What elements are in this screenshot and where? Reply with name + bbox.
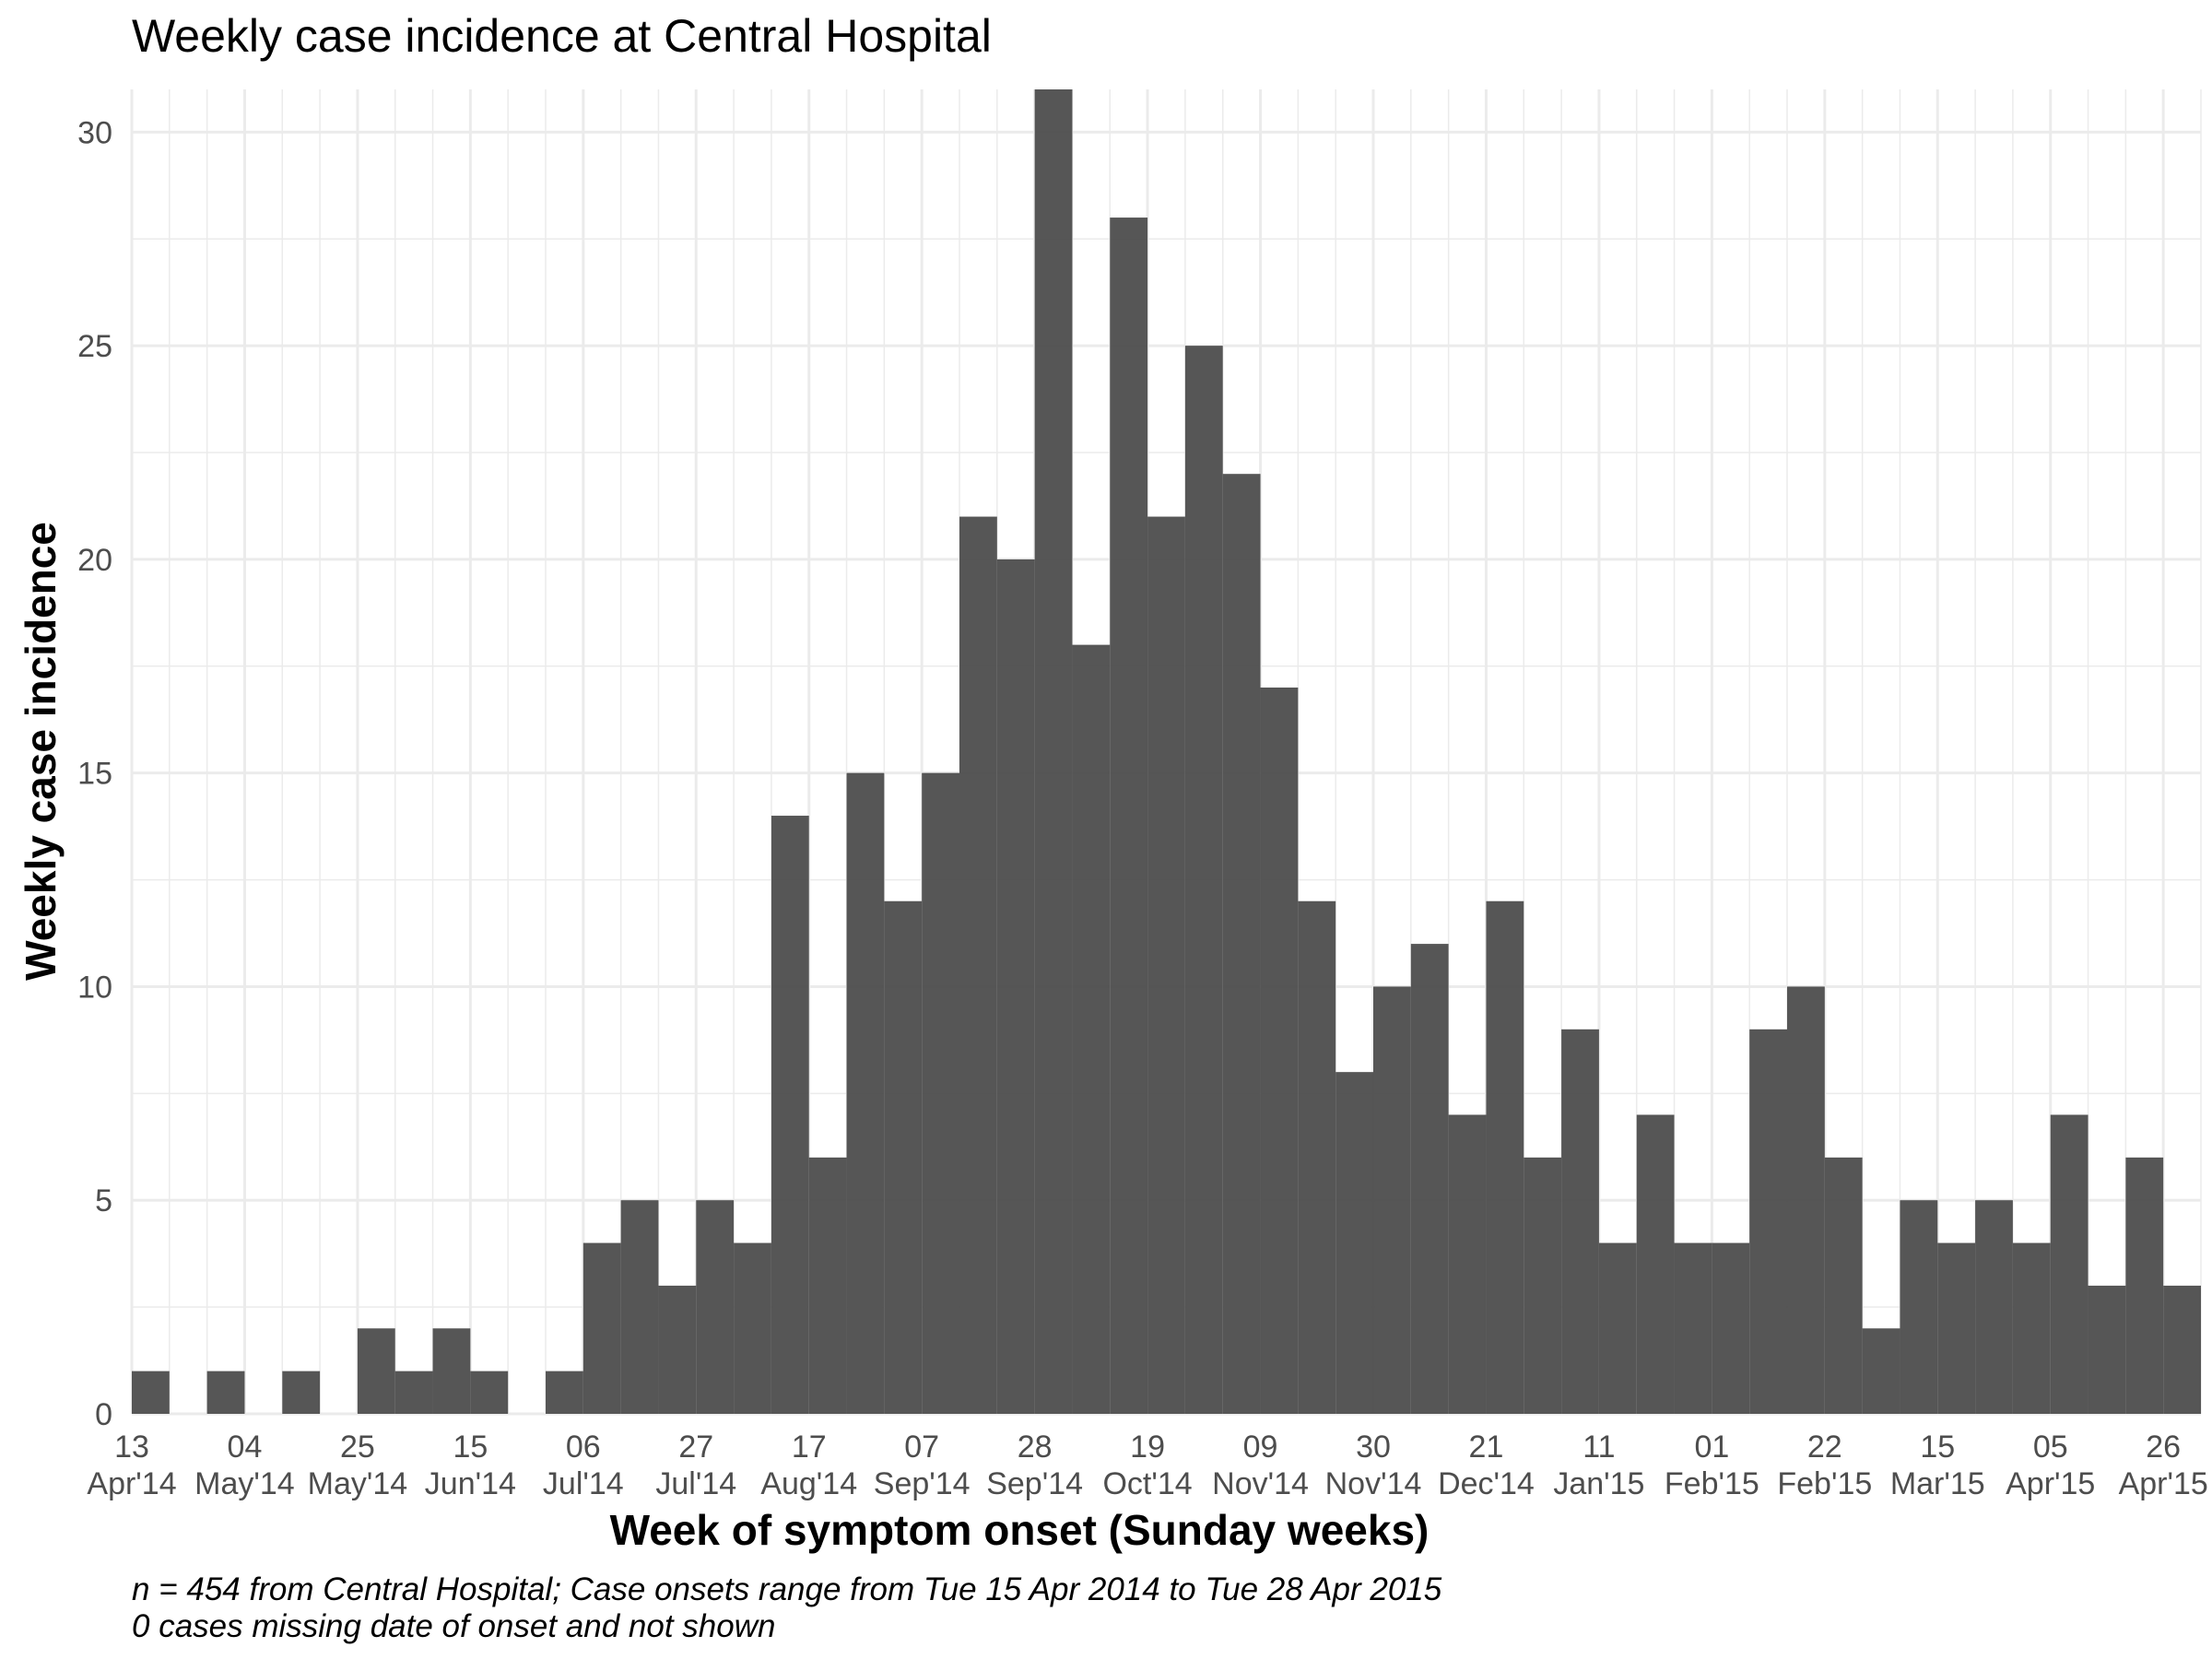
bar — [2050, 1114, 2088, 1414]
caption-line: 0 cases missing date of onset and not sh… — [132, 1608, 776, 1644]
bar — [1034, 89, 1073, 1414]
x-tick-label: 28 Sep'14 — [986, 1430, 1083, 1501]
bar — [771, 816, 809, 1414]
bar — [1824, 1157, 1863, 1414]
x-tick-label: 15 Jun'14 — [425, 1430, 516, 1501]
bar — [1636, 1114, 1675, 1414]
x-tick-label: 13 Apr'14 — [87, 1430, 176, 1501]
bar — [1937, 1242, 1976, 1414]
bar — [1335, 1072, 1373, 1414]
bars-layer — [132, 89, 2201, 1415]
bar — [132, 1371, 170, 1414]
bar — [846, 772, 885, 1414]
bar — [1900, 1200, 1938, 1414]
bar — [282, 1371, 321, 1414]
bar — [1260, 687, 1299, 1414]
bar — [432, 1328, 471, 1414]
bar — [1524, 1157, 1562, 1414]
bar — [2163, 1285, 2201, 1414]
bar — [1862, 1328, 1900, 1414]
bar — [206, 1371, 245, 1414]
x-tick-label: 17 Aug'14 — [760, 1430, 857, 1501]
x-tick-label: 26 Apr'15 — [2119, 1430, 2208, 1501]
bar — [1110, 218, 1148, 1415]
bar — [1298, 900, 1336, 1414]
x-tick-label: 06 Jul'14 — [543, 1430, 624, 1501]
x-tick-label: 25 May'14 — [308, 1430, 408, 1501]
bar — [1072, 644, 1111, 1414]
x-tick-label: 21 Dec'14 — [1438, 1430, 1535, 1501]
y-tick-label: 20 — [77, 543, 112, 578]
bar — [1184, 346, 1223, 1414]
x-tick-label: 09 Nov'14 — [1212, 1430, 1309, 1501]
bar — [1373, 986, 1411, 1414]
bar — [1486, 900, 1524, 1414]
x-tick-label: 22 Feb'15 — [1777, 1430, 1872, 1501]
bar — [1448, 1114, 1487, 1414]
bar — [884, 900, 923, 1414]
chart-title: Weekly case incidence at Central Hospita… — [132, 10, 992, 62]
x-tick-label: 30 Nov'14 — [1325, 1430, 1422, 1501]
bar — [734, 1242, 771, 1414]
x-tick-label: 27 Jul'14 — [655, 1430, 736, 1501]
x-tick-label: 11 Jan'15 — [1553, 1430, 1644, 1501]
y-tick-label: 30 — [77, 115, 112, 150]
bar — [620, 1200, 659, 1414]
bar — [1749, 1029, 1787, 1414]
bar — [1674, 1242, 1712, 1414]
bar — [1598, 1242, 1637, 1414]
bar — [1787, 986, 1825, 1414]
bar — [470, 1371, 509, 1414]
bar — [1561, 1029, 1599, 1414]
bar — [394, 1371, 433, 1414]
bar — [808, 1157, 847, 1414]
bar — [2088, 1285, 2126, 1414]
caption-line: n = 454 from Central Hospital; Case onse… — [132, 1571, 1442, 1607]
y-tick-label: 25 — [77, 329, 112, 364]
bar — [959, 516, 997, 1414]
x-tick-label: 15 Mar'15 — [1890, 1430, 1985, 1501]
x-tick-label: 19 Oct'14 — [1102, 1430, 1192, 1501]
x-tick-label: 01 Feb'15 — [1665, 1430, 1759, 1501]
y-axis: 0 5 10 15 20 25 30 — [77, 115, 112, 1432]
x-tick-label: 05 Apr'15 — [2006, 1430, 2095, 1501]
y-tick-label: 15 — [77, 757, 112, 792]
bar — [357, 1328, 395, 1414]
bar — [1712, 1242, 1750, 1414]
y-tick-label: 0 — [95, 1397, 112, 1432]
y-tick-label: 10 — [77, 970, 112, 1005]
x-tick-label: 04 May'14 — [194, 1430, 295, 1501]
bar — [1975, 1200, 2013, 1414]
bar — [2125, 1157, 2164, 1414]
y-tick-label: 5 — [95, 1183, 112, 1218]
bar — [1410, 944, 1449, 1414]
bar — [696, 1200, 735, 1414]
y-axis-title: Weekly case incidence — [17, 522, 65, 981]
bar — [1222, 474, 1261, 1414]
x-tick-label: 07 Sep'14 — [874, 1430, 971, 1501]
bar — [582, 1242, 621, 1414]
bar — [996, 559, 1035, 1414]
bar — [1147, 516, 1185, 1414]
x-axis-title: Week of symptom onset (Sunday weeks) — [610, 1506, 1430, 1554]
bar — [546, 1371, 583, 1414]
bar — [2012, 1242, 2051, 1414]
bar — [922, 772, 959, 1414]
bar — [658, 1285, 697, 1414]
